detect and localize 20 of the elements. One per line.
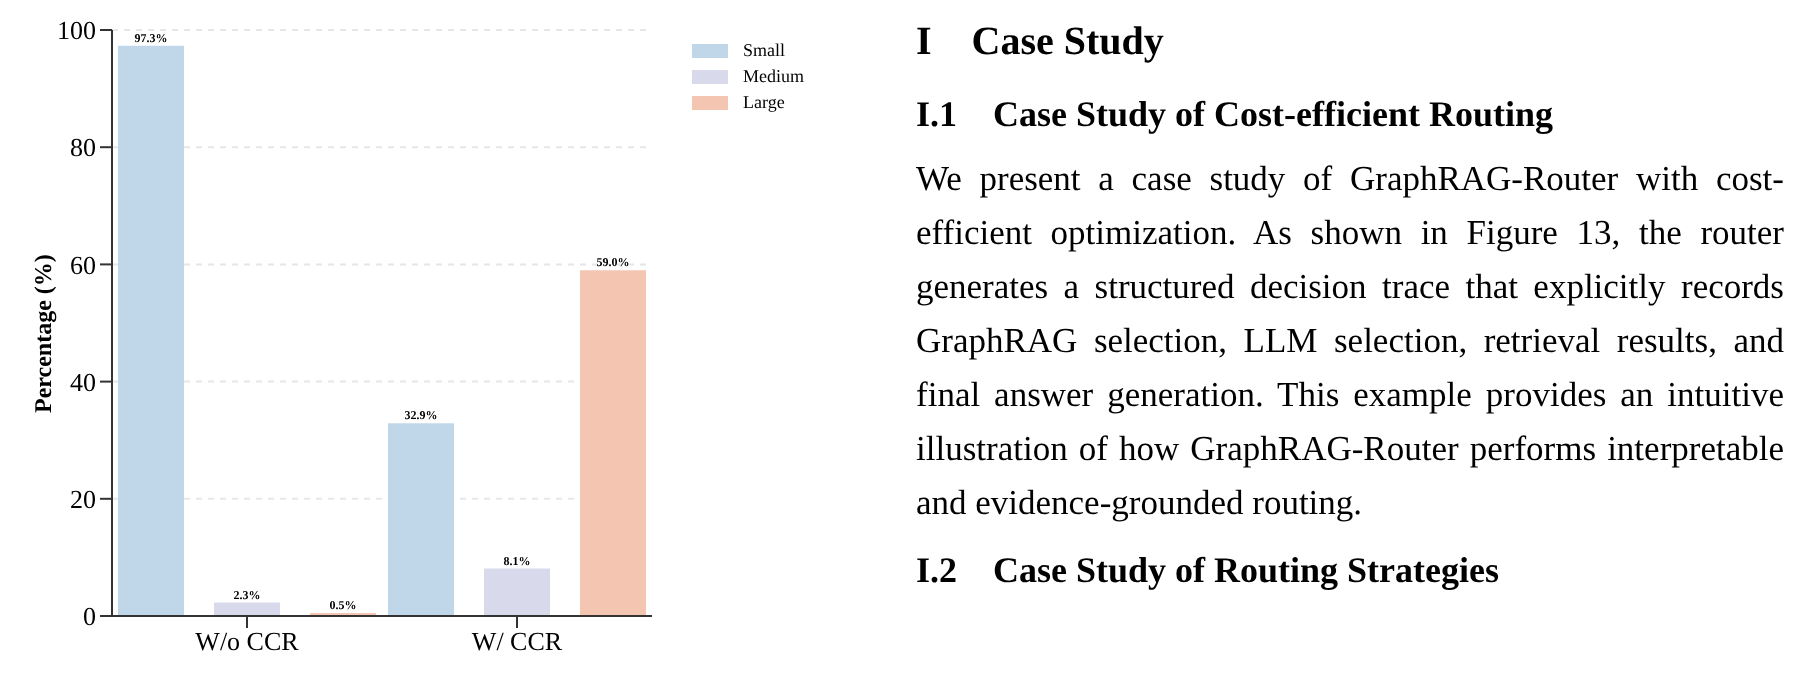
text: I.2 Case Study of Routing Strategies <box>916 550 1502 592</box>
y-tick-label: 60 <box>70 249 96 280</box>
text: I Case Study <box>916 20 1166 66</box>
x-tick-label: W/ CCR <box>471 626 563 657</box>
y-tick-label: 100 <box>57 15 96 46</box>
text: I.1 Case Study of Cost-efficient Routing <box>916 94 1555 136</box>
y-tick-label: 20 <box>70 484 96 515</box>
legend-label: Medium <box>743 66 804 86</box>
y-tick-label: 80 <box>70 132 96 163</box>
bar <box>580 270 646 616</box>
legend-label: Large <box>743 92 785 112</box>
bar <box>484 568 550 616</box>
bar <box>388 423 454 616</box>
bar <box>118 45 184 616</box>
text: We present a case study of GraphRAG-Router with cost-efficient optimization. As shown in Figure 13, the router generates a structured decision trace that explicitly records GraphRAG selection, LLM selection, retrieval results, and final answer generation. This example provides an intuitive illustration of how GraphRAG-Router performs interpretable and evidence-grounded routing. <box>916 156 1784 526</box>
y-tick-label: 0 <box>83 601 96 632</box>
y-tick-label: 40 <box>70 366 96 397</box>
x-tick-label: W/o CCR <box>195 626 300 657</box>
y-axis-title: Percentage (%) <box>28 254 57 413</box>
legend-label: Small <box>743 40 786 60</box>
